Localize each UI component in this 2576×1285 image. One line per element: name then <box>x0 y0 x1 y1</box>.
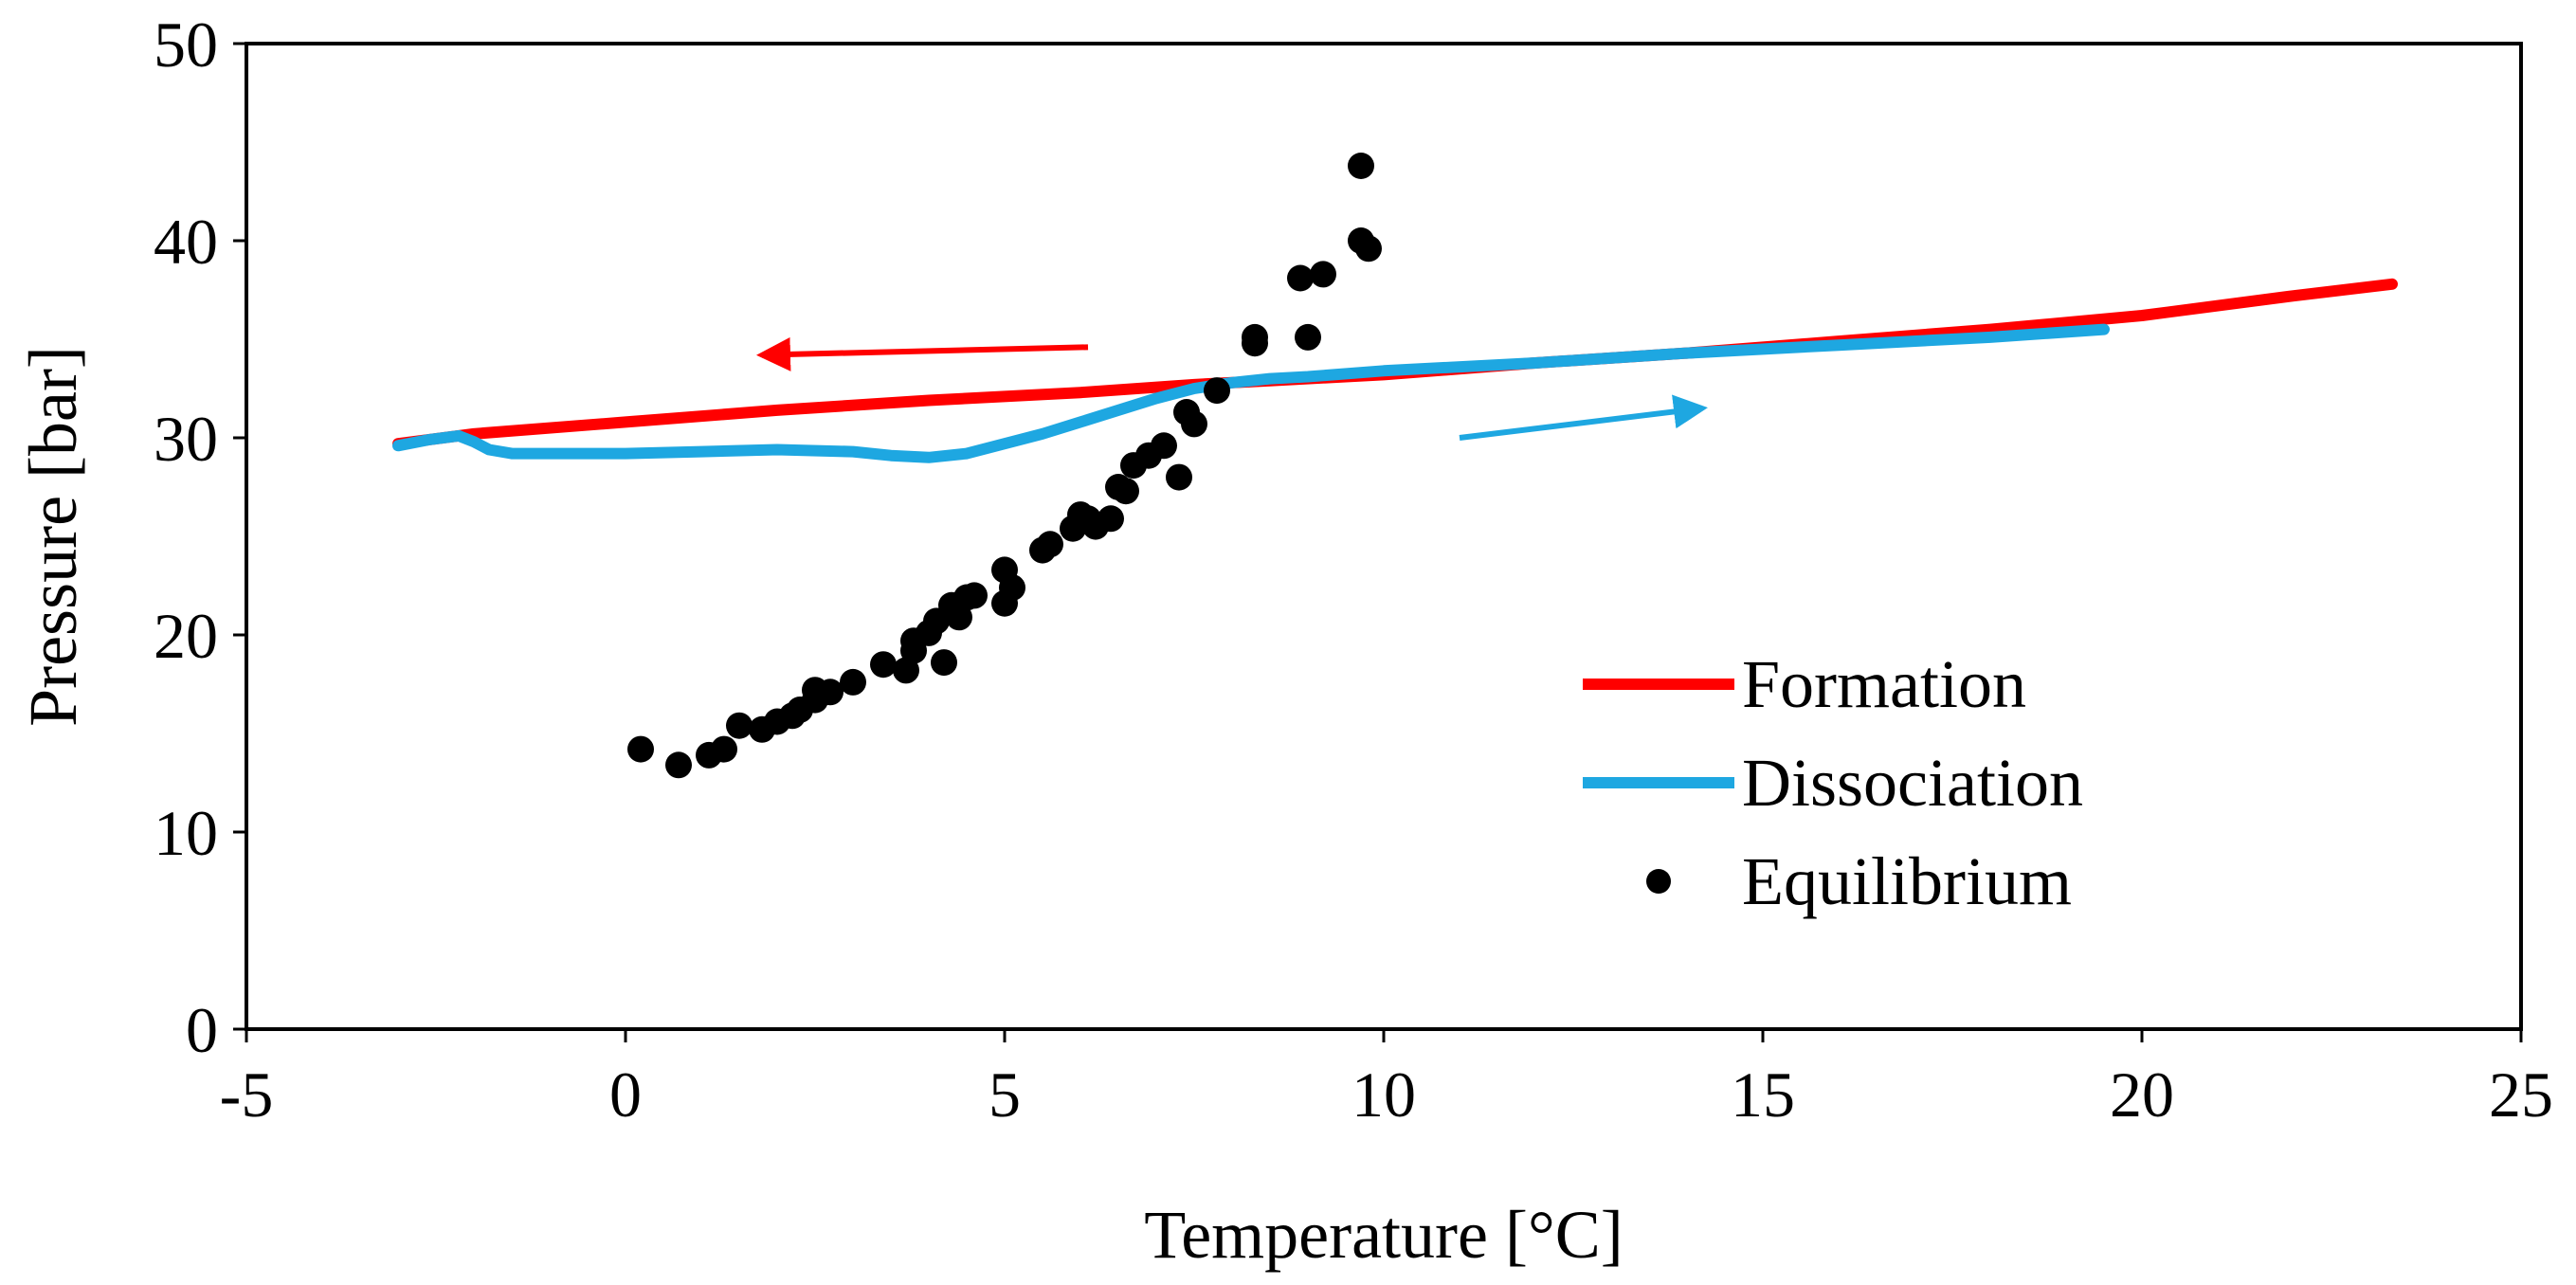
legend-dissociation-label: Dissociation <box>1742 745 2083 821</box>
x-tick-label: 20 <box>2110 1059 2174 1131</box>
x-tick-label: 5 <box>989 1059 1021 1131</box>
x-axis-title: Temperature [°C] <box>1144 1197 1624 1273</box>
equilibrium-point <box>1151 432 1177 460</box>
dissociation-line <box>392 323 2110 463</box>
y-tick-label: 40 <box>154 206 218 278</box>
x-tick-label: 25 <box>2489 1059 2553 1131</box>
legend-equilibrium-marker <box>1646 869 1671 894</box>
formation-direction-arrow <box>756 336 1089 371</box>
y-tick-label: 0 <box>186 994 218 1066</box>
equilibrium-point <box>726 712 753 739</box>
equilibrium-point <box>840 668 866 696</box>
plot-area <box>245 42 2523 1031</box>
y-tick-label: 20 <box>154 600 218 672</box>
y-axis-ticks: 0 10 20 30 40 50 <box>154 9 246 1066</box>
equilibrium-point <box>1037 531 1063 558</box>
y-tick-label: 50 <box>154 9 218 81</box>
equilibrium-point <box>1242 323 1268 351</box>
x-tick-label: 10 <box>1351 1059 1416 1131</box>
legend-equilibrium-label: Equilibrium <box>1742 843 2072 919</box>
equilibrium-point <box>1166 463 1192 491</box>
x-tick-label: -5 <box>220 1059 274 1131</box>
y-tick-label: 30 <box>154 403 218 475</box>
y-tick-label: 10 <box>154 797 218 869</box>
equilibrium-point <box>817 679 844 706</box>
equilibrium-point <box>1204 377 1230 405</box>
equilibrium-point <box>1310 261 1336 288</box>
equilibrium-point <box>999 574 1025 602</box>
equilibrium-point <box>870 651 897 679</box>
dissociation-direction-arrow <box>1459 394 1708 441</box>
equilibrium-point <box>1113 478 1139 505</box>
equilibrium-point <box>1355 235 1382 262</box>
x-tick-label: 0 <box>609 1059 642 1131</box>
y-axis-title: Pressure [bar] <box>15 346 91 727</box>
direction-arrows <box>756 336 1708 441</box>
series-lines <box>392 278 2398 463</box>
legend: Formation Dissociation Equilibrium <box>1583 646 2083 919</box>
equilibrium-point <box>931 649 957 677</box>
equilibrium-point <box>1098 505 1124 533</box>
equilibrium-point <box>665 751 692 779</box>
equilibrium-point <box>1295 323 1321 351</box>
equilibrium-point <box>1287 264 1314 292</box>
x-tick-label: 15 <box>1731 1059 1795 1131</box>
equilibrium-point <box>711 735 737 763</box>
equilibrium-point <box>961 582 988 609</box>
legend-formation-label: Formation <box>1742 646 2026 722</box>
equilibrium-point <box>627 735 654 763</box>
equilibrium-point <box>1348 153 1374 179</box>
equilibrium-point <box>1181 410 1207 438</box>
equilibrium-points <box>627 153 1382 779</box>
x-axis-ticks: -5 0 5 10 15 20 25 <box>220 1029 2553 1131</box>
